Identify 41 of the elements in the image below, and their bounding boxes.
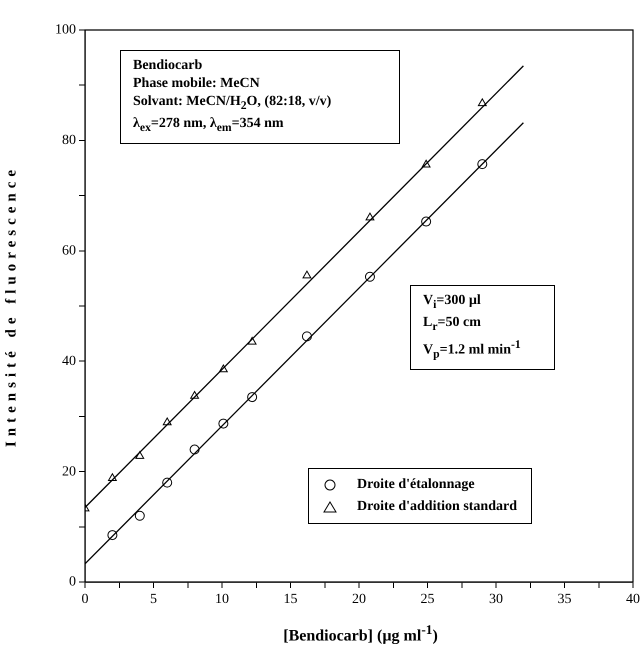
- legend-label: Droite d'étalonnage: [357, 476, 475, 494]
- point: [190, 390, 199, 399]
- y-tick-label: 80: [62, 133, 76, 148]
- point: [302, 270, 312, 278]
- x-tick-label: 40: [626, 592, 640, 608]
- x-tick-label: 30: [489, 592, 503, 608]
- point: [134, 510, 145, 521]
- x-axis-title: [Bendiocarb] (µg ml$^{-1}$): [282, 622, 439, 646]
- point: [218, 364, 228, 372]
- y-tick-label: 0: [69, 574, 76, 590]
- y-axis-title: Intensité de fluorescence: [4, 164, 20, 448]
- y-tick-label: 40: [62, 354, 76, 369]
- x-tick-label: 15: [284, 592, 298, 608]
- point: [162, 478, 172, 488]
- y-tick-label: 60: [62, 243, 76, 258]
- x-tick-label: 35: [558, 592, 572, 608]
- x-tick-label: 10: [215, 592, 229, 608]
- legend-label: Droite d'addition standard: [357, 498, 517, 516]
- point: [248, 336, 257, 345]
- point: [107, 530, 118, 540]
- point: [162, 417, 172, 426]
- point: [422, 160, 431, 168]
- point: [135, 451, 144, 459]
- point: [302, 331, 312, 342]
- y-tick-label: 100: [55, 22, 76, 38]
- x-tick-label: 20: [352, 592, 366, 608]
- point: [421, 216, 432, 227]
- point: [190, 444, 200, 455]
- text: Bendiocarb Phase mobile: MeCN Solvant: MeCN/H$_{2}$O, (82:18, v/v) λ$_{ex}$=278 nm, λ$_{em}$=354 nm: [133, 58, 332, 134]
- point: [366, 212, 374, 220]
- point: [477, 159, 488, 170]
- x-tick-label: 0: [82, 592, 88, 608]
- y-tick-label: 20: [62, 464, 76, 480]
- point: [364, 272, 375, 282]
- point: [218, 418, 228, 429]
- x-tick-label: 25: [420, 592, 434, 608]
- x-tick-label: 5: [150, 592, 157, 608]
- point: [108, 473, 117, 481]
- point: [247, 392, 258, 402]
- point: [478, 98, 487, 106]
- text: V$_{i}$=300 µl L$_{r}$=50 cm V$_{p}$=1.2 ml min$^{-1}$: [423, 293, 521, 360]
